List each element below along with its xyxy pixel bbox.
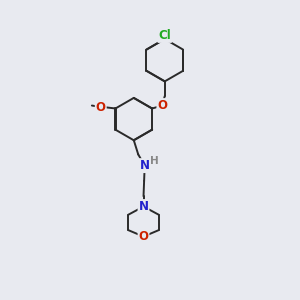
Text: O: O <box>139 230 148 243</box>
Text: H: H <box>150 156 158 166</box>
Text: Cl: Cl <box>158 29 171 42</box>
Text: N: N <box>139 200 148 213</box>
Text: O: O <box>96 100 106 113</box>
Text: N: N <box>140 159 150 172</box>
Text: O: O <box>158 99 167 112</box>
